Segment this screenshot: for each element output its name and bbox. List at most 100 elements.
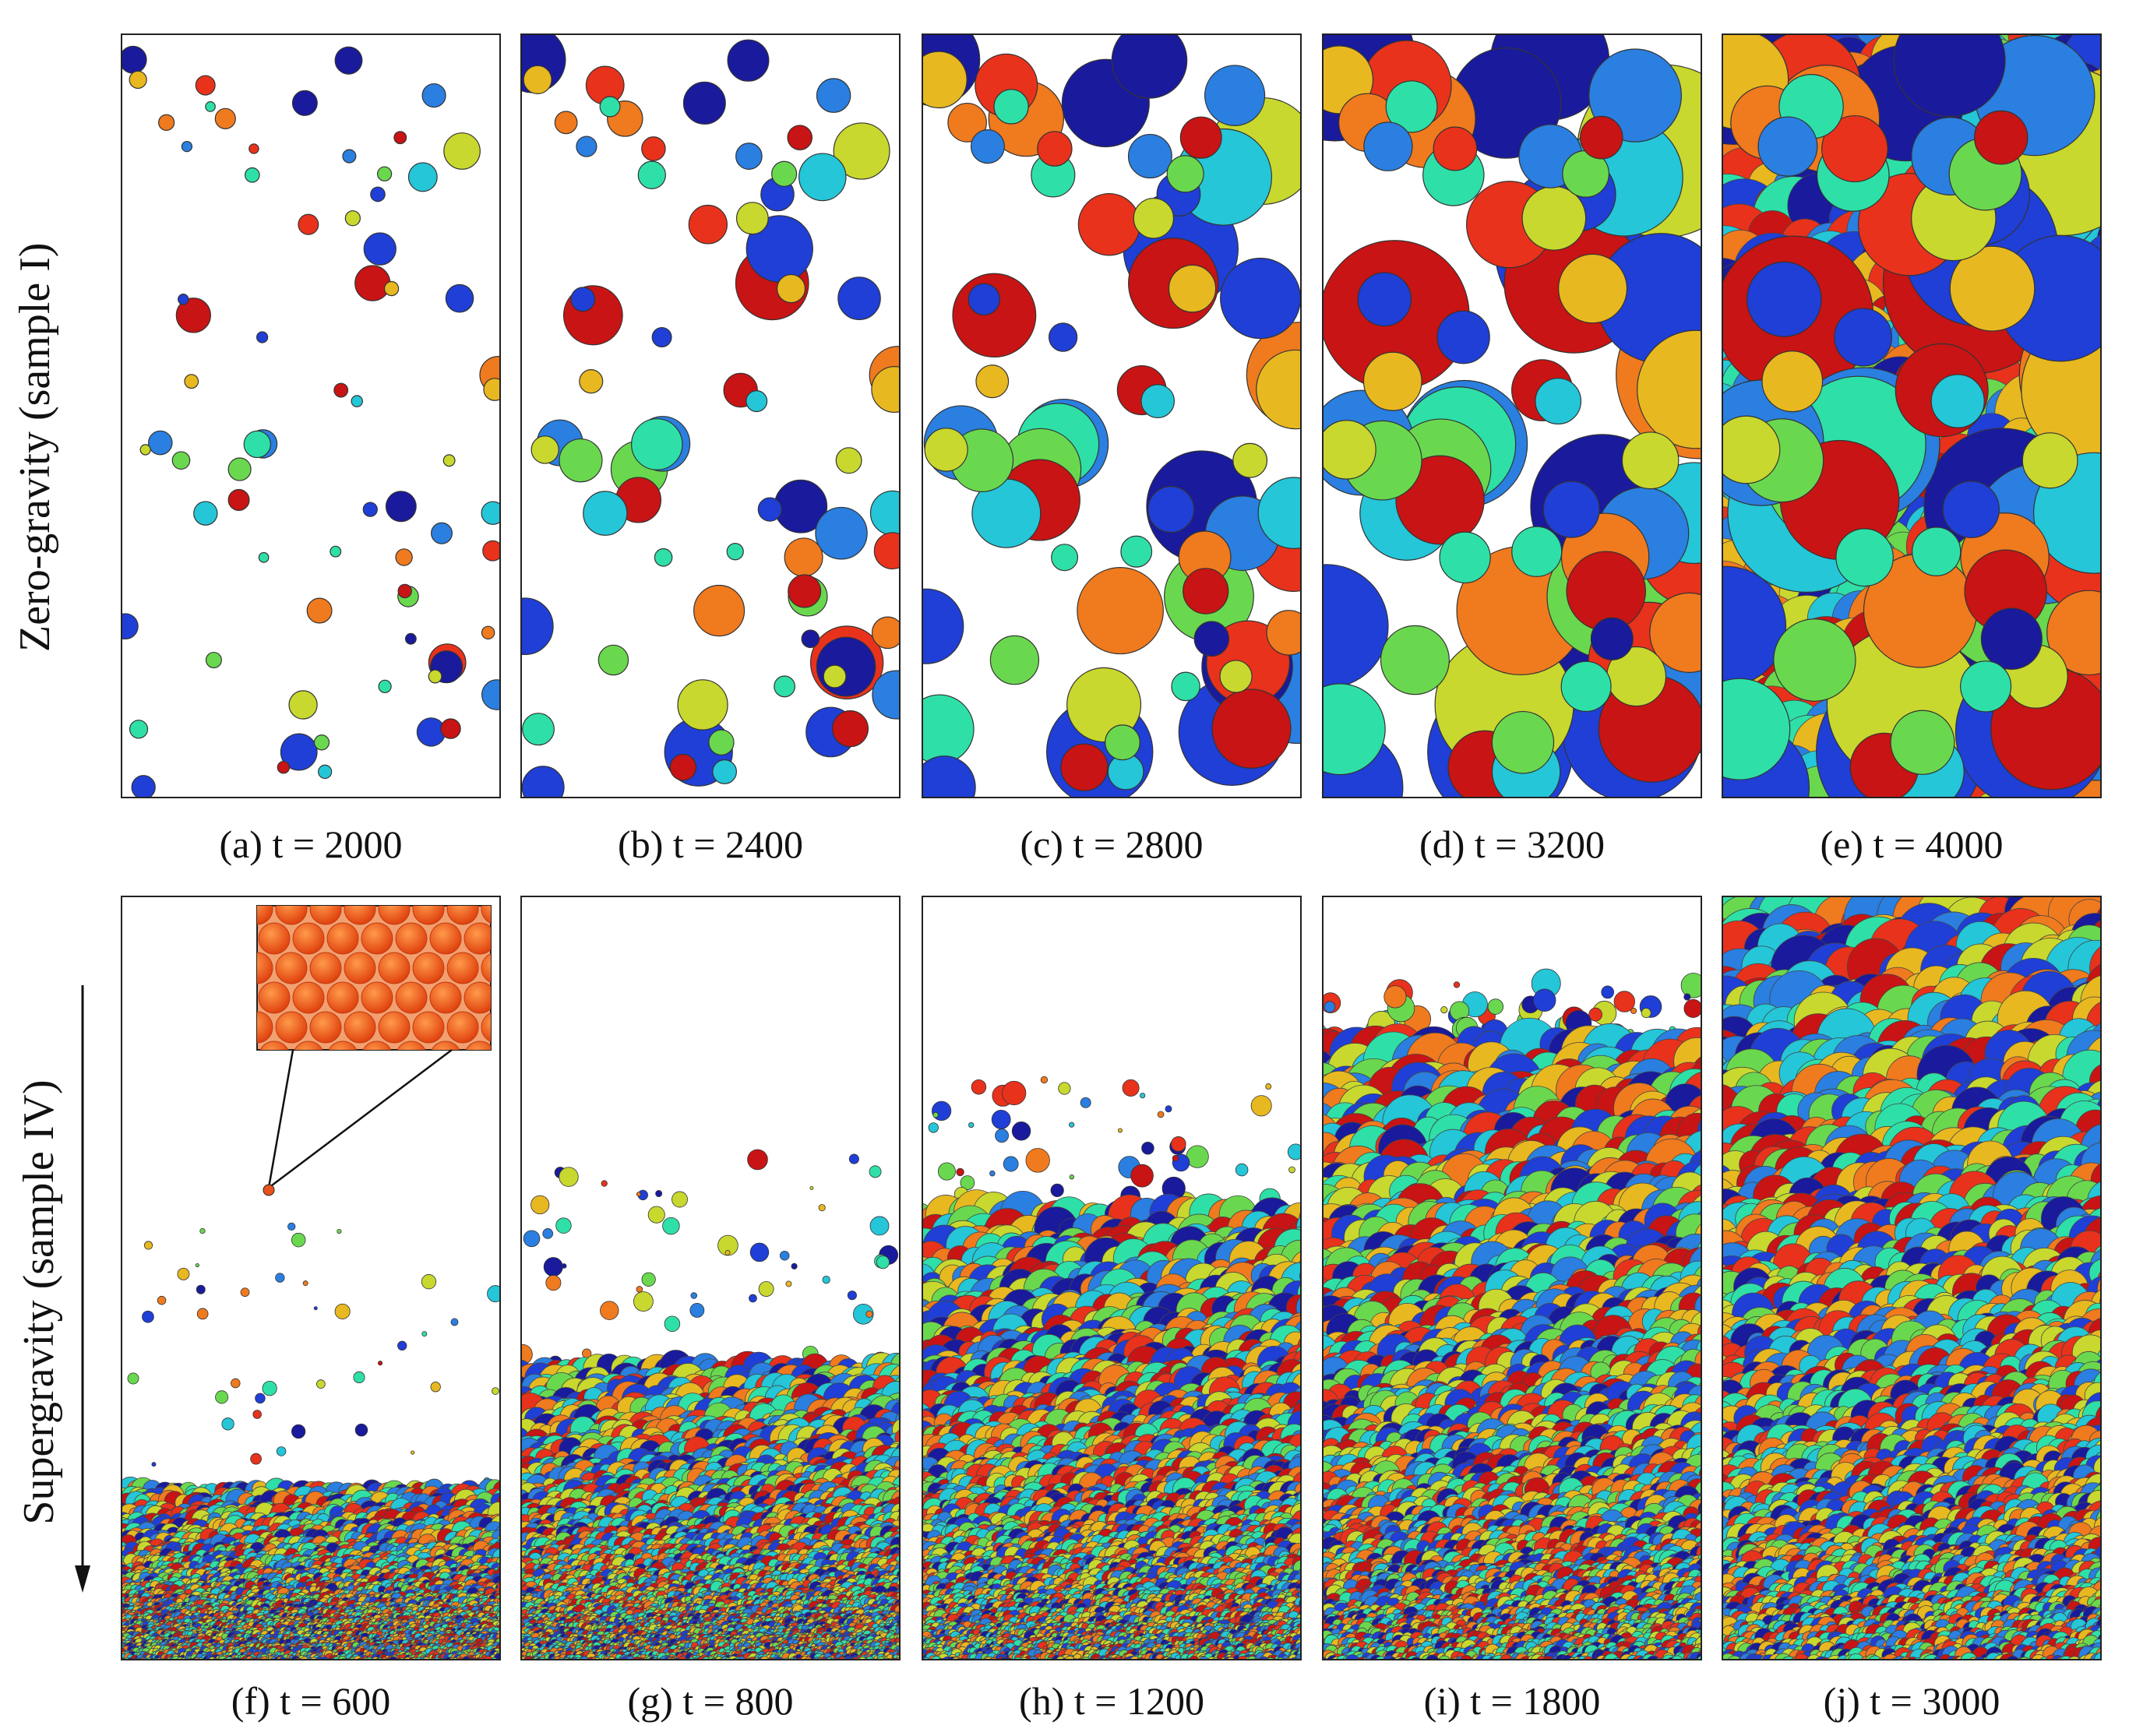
grain <box>482 680 499 710</box>
grain <box>396 549 412 565</box>
particle <box>422 1332 427 1336</box>
grain <box>600 97 620 117</box>
grain <box>788 125 812 150</box>
particle <box>303 1281 308 1286</box>
particle <box>263 1381 277 1396</box>
grain <box>345 211 360 226</box>
caption-c: (c) t = 2800 <box>922 822 1302 867</box>
grain <box>1078 194 1140 255</box>
particle <box>411 1451 414 1454</box>
particle <box>488 1286 499 1302</box>
grain <box>194 502 217 525</box>
grain <box>799 153 846 201</box>
grain <box>788 575 821 607</box>
grain <box>1324 421 1376 479</box>
grain <box>1591 618 1633 660</box>
caption-a: (a) t = 2000 <box>121 822 501 867</box>
grain <box>652 328 671 347</box>
grain <box>976 365 1009 398</box>
particle <box>378 1361 382 1365</box>
grain <box>1559 254 1627 322</box>
particle <box>251 1453 262 1464</box>
particle <box>142 1311 153 1322</box>
grain <box>196 76 215 95</box>
grain <box>836 448 862 474</box>
grain <box>259 552 268 562</box>
grain <box>132 776 155 797</box>
grain <box>1522 186 1586 250</box>
grain <box>1535 379 1581 424</box>
grain <box>1205 65 1265 125</box>
grain <box>683 82 725 124</box>
grain <box>398 584 411 597</box>
grain <box>1052 544 1078 571</box>
grain <box>405 633 416 644</box>
particle <box>291 1424 305 1438</box>
grain <box>1324 565 1388 688</box>
particle <box>421 1274 435 1289</box>
grain <box>559 439 602 482</box>
grain <box>446 284 473 312</box>
particle <box>178 1268 189 1280</box>
grain <box>736 143 763 170</box>
grain <box>689 206 727 244</box>
grain <box>228 490 249 511</box>
grain <box>576 136 597 157</box>
grain <box>833 711 869 747</box>
grain <box>1148 487 1194 533</box>
grain <box>444 133 480 170</box>
grain <box>1561 661 1611 711</box>
grain <box>481 502 499 524</box>
grain <box>1194 622 1228 656</box>
grain <box>215 108 235 129</box>
grain <box>1105 725 1140 760</box>
microstructure-b <box>522 35 899 797</box>
grain <box>1121 536 1152 567</box>
row-label-supergravity: Supergravity (sample IV) <box>14 1069 64 1536</box>
grain <box>298 214 319 234</box>
grain <box>555 111 577 134</box>
grain <box>802 630 819 648</box>
grain <box>670 755 696 780</box>
particle <box>152 1463 156 1467</box>
grain <box>351 396 362 407</box>
grain <box>1077 568 1163 654</box>
grain <box>244 431 270 457</box>
grain <box>728 40 769 81</box>
particle <box>355 1424 368 1436</box>
grain <box>654 549 671 567</box>
particle <box>287 1223 295 1231</box>
particle <box>492 1388 499 1395</box>
grain <box>874 533 899 569</box>
grain <box>394 132 407 144</box>
grain <box>971 130 1004 164</box>
grain <box>122 614 138 639</box>
panel-a <box>121 33 501 798</box>
grain <box>292 90 317 115</box>
caption-e: (e) t = 4000 <box>1722 822 2102 867</box>
particle <box>231 1379 240 1388</box>
grain <box>1440 532 1490 583</box>
grain <box>1133 199 1173 238</box>
particle <box>216 1391 228 1403</box>
grain <box>1180 117 1221 158</box>
grain <box>245 168 259 183</box>
grain <box>319 765 332 778</box>
grain <box>289 691 317 719</box>
panel-e <box>1722 33 2102 798</box>
particle <box>222 1418 234 1431</box>
grain <box>206 653 222 668</box>
grain <box>363 502 377 516</box>
microstructure-a <box>122 35 499 797</box>
grain <box>129 71 146 88</box>
grain <box>428 670 442 683</box>
grain <box>1061 744 1108 791</box>
grain <box>378 167 392 181</box>
grain <box>823 665 846 688</box>
grain <box>1512 526 1562 576</box>
grain <box>1437 311 1489 364</box>
grain <box>334 383 348 397</box>
grain <box>925 428 968 471</box>
particle <box>277 1447 286 1456</box>
grain <box>953 273 1036 357</box>
